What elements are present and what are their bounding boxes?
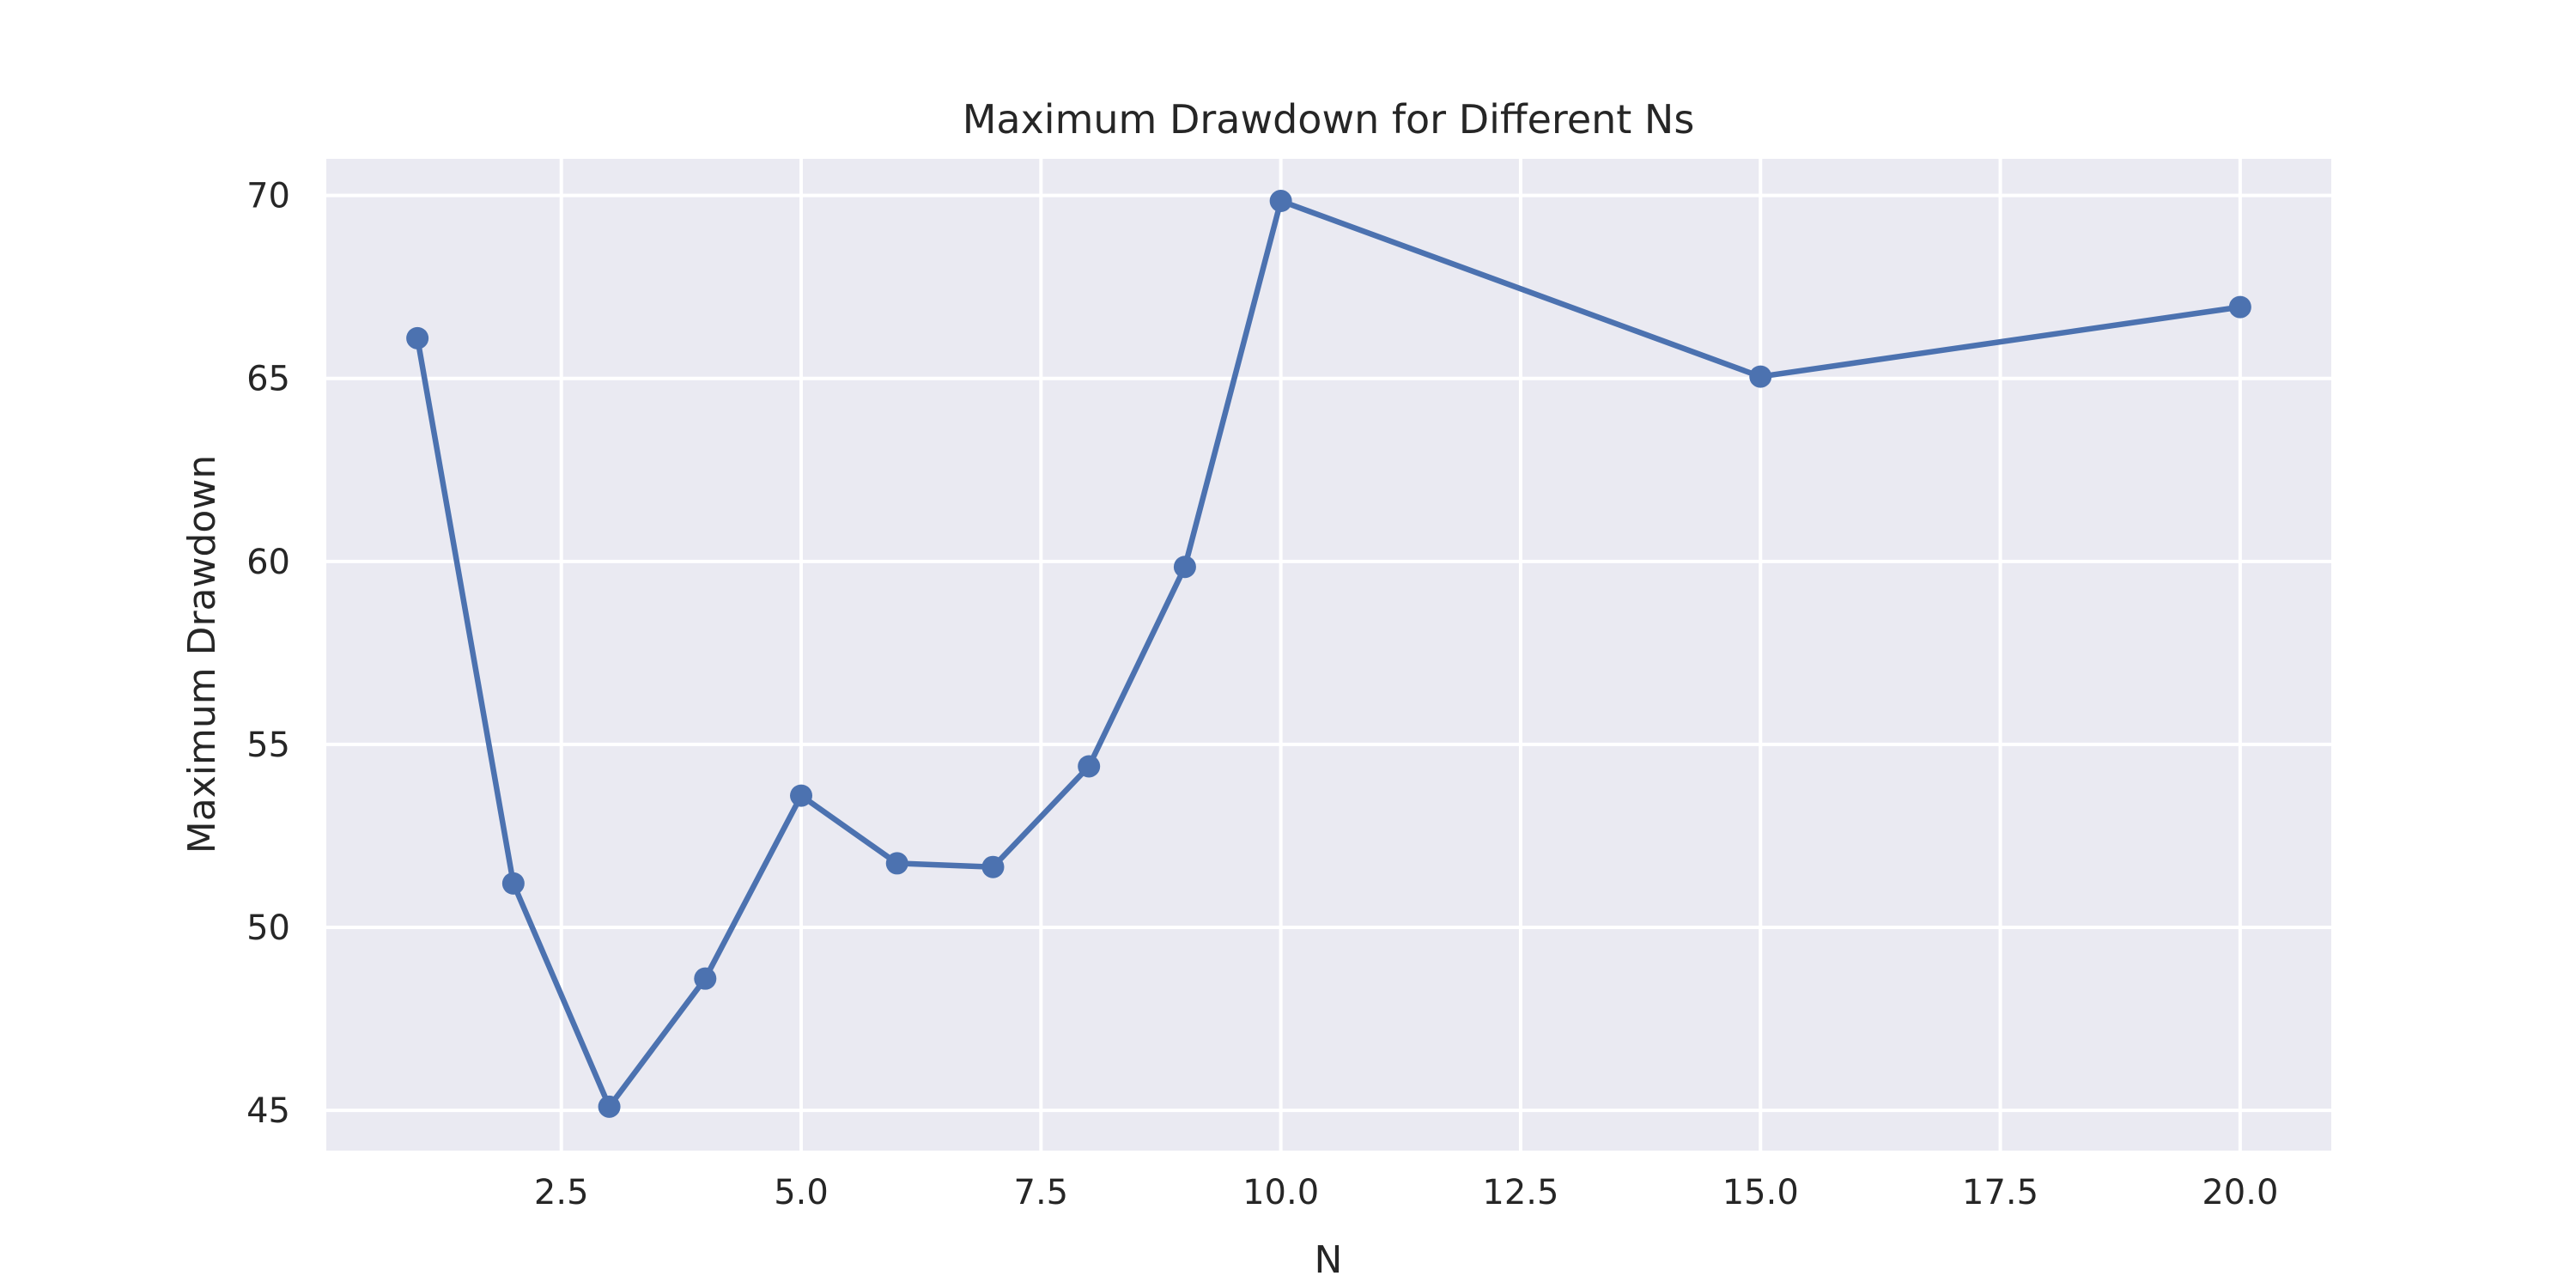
- y-tick-labels: 45 50 55 60 65 70: [246, 177, 290, 1131]
- x-tick-label: 10.0: [1242, 1173, 1319, 1212]
- y-tick-label: 65: [246, 360, 290, 399]
- y-tick-label: 70: [246, 177, 290, 216]
- x-tick-label: 12.5: [1482, 1173, 1558, 1212]
- chart-title: Maximum Drawdown for Different Ns: [963, 96, 1695, 143]
- data-point: [694, 967, 717, 990]
- y-tick-label: 60: [246, 543, 290, 582]
- data-point: [1269, 190, 1292, 213]
- y-grid: [326, 193, 2331, 1113]
- x-tick-label: 17.5: [1962, 1173, 2038, 1212]
- x-tick-labels: 2.5 5.0 7.5 10.0 12.5 15.0 17.5 20.0: [534, 1173, 2278, 1212]
- y-axis-label: Maximum Drawdown: [180, 455, 224, 854]
- x-tick-label: 5.0: [774, 1173, 829, 1212]
- y-tick-label: 55: [246, 726, 290, 765]
- y-tick-label: 45: [246, 1091, 290, 1131]
- data-point: [1749, 365, 1772, 388]
- data-point: [1078, 755, 1101, 778]
- data-point: [2228, 295, 2251, 319]
- data-point: [598, 1095, 621, 1118]
- x-tick-label: 7.5: [1014, 1173, 1069, 1212]
- series-layer: [406, 190, 2251, 1118]
- data-point: [790, 784, 813, 807]
- x-tick-label: 20.0: [2202, 1173, 2278, 1212]
- x-tick-label: 2.5: [534, 1173, 589, 1212]
- y-tick-label: 50: [246, 908, 290, 948]
- data-point: [885, 852, 908, 875]
- x-tick-label: 15.0: [1722, 1173, 1799, 1212]
- data-point: [406, 326, 429, 349]
- series-line: [414, 197, 2244, 1110]
- data-point: [981, 855, 1005, 878]
- plot-background: [326, 159, 2331, 1151]
- data-point: [501, 872, 525, 895]
- x-grid: [559, 159, 2242, 1151]
- x-axis-label: N: [1315, 1238, 1343, 1282]
- data-point: [1173, 556, 1196, 579]
